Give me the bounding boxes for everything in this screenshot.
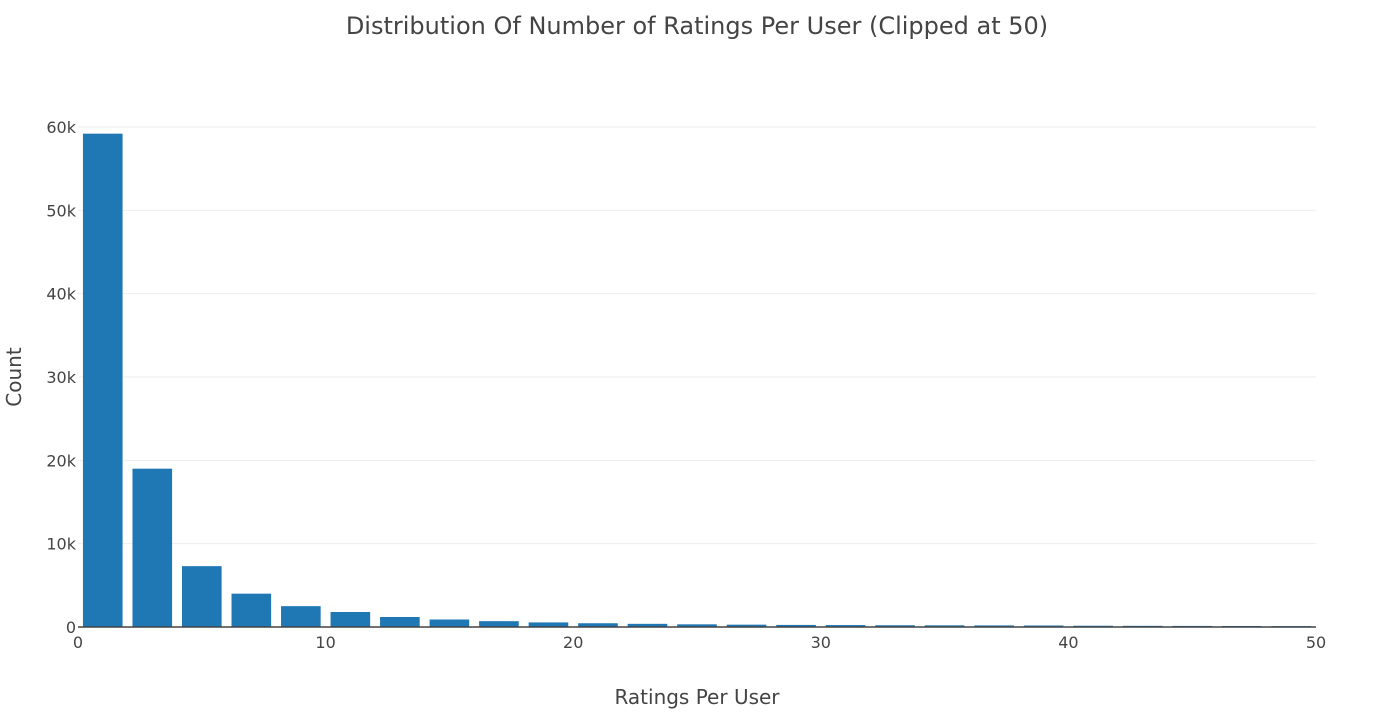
histogram-bar bbox=[479, 621, 519, 627]
y-tick-label: 20k bbox=[46, 451, 76, 470]
x-tick-label: 20 bbox=[563, 633, 583, 652]
x-tick-label: 30 bbox=[811, 633, 831, 652]
histogram-bar bbox=[429, 619, 470, 627]
gridlines bbox=[78, 126, 1316, 545]
y-tick-label: 30k bbox=[46, 368, 76, 387]
histogram-bar bbox=[181, 566, 222, 627]
y-tick-label: 10k bbox=[46, 535, 76, 554]
histogram-bar bbox=[974, 625, 1014, 627]
histogram-bar bbox=[578, 623, 618, 627]
histogram-bar bbox=[875, 625, 915, 627]
histogram-bar bbox=[627, 623, 668, 627]
histogram-bar bbox=[924, 625, 965, 627]
histogram-bar bbox=[330, 612, 371, 627]
x-tick-label: 0 bbox=[73, 633, 83, 652]
histogram-bar bbox=[825, 625, 866, 627]
y-tick-label: 0 bbox=[66, 618, 76, 637]
x-tick-label: 50 bbox=[1306, 633, 1326, 652]
chart-title: Distribution Of Number of Ratings Per Us… bbox=[346, 12, 1048, 40]
y-tick-label: 50k bbox=[46, 201, 76, 220]
histogram-bar bbox=[82, 133, 123, 627]
y-tick-label: 60k bbox=[46, 118, 76, 137]
y-tick-label: 40k bbox=[46, 285, 76, 304]
x-axis-ticks: 0 10 20 30 40 50 bbox=[73, 633, 1326, 652]
y-axis-title: Count bbox=[2, 347, 26, 407]
y-axis-ticks: 0 10k 20k 30k 40k 50k 60k bbox=[46, 118, 76, 637]
x-axis-title: Ratings Per User bbox=[614, 685, 780, 709]
bars bbox=[82, 133, 1312, 627]
histogram-bar bbox=[281, 606, 321, 627]
histogram-bar bbox=[726, 624, 767, 627]
histogram-bar bbox=[528, 622, 569, 627]
x-tick-label: 40 bbox=[1058, 633, 1078, 652]
histogram-bar bbox=[132, 468, 173, 627]
histogram-bar bbox=[677, 624, 717, 627]
histogram-bar bbox=[380, 617, 420, 627]
histogram-bar bbox=[776, 624, 816, 627]
x-tick-label: 10 bbox=[315, 633, 335, 652]
histogram-bar bbox=[231, 593, 272, 627]
